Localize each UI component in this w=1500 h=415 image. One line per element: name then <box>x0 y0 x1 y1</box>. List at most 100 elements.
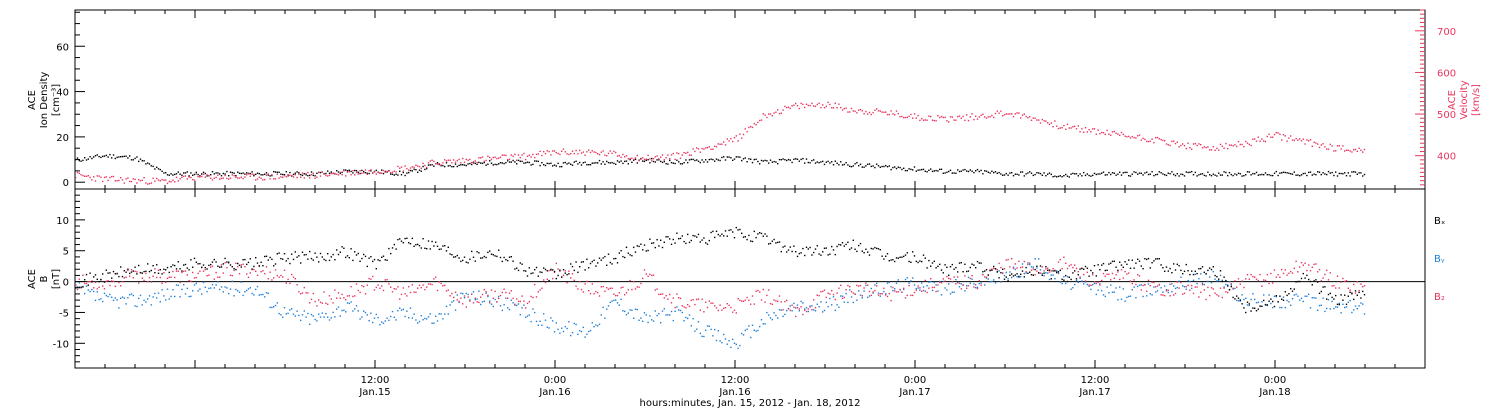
by-point <box>1063 276 1065 278</box>
velocity-point <box>354 174 356 176</box>
ion-density-point <box>514 161 516 163</box>
bz-point <box>755 290 757 292</box>
velocity-point <box>638 160 640 162</box>
bx-point <box>647 249 649 252</box>
bx-point <box>435 241 437 243</box>
ion-density-point <box>303 173 305 175</box>
ion-density-point <box>361 169 363 172</box>
bz-point <box>1268 282 1270 285</box>
by-point <box>361 316 363 318</box>
ion-density-point <box>1140 172 1142 174</box>
by-point <box>946 289 948 291</box>
velocity-point <box>1005 113 1007 115</box>
ion-density-point <box>1070 173 1072 175</box>
bx-point <box>217 265 219 267</box>
ion-density-point <box>220 175 223 177</box>
velocity-point <box>471 161 473 164</box>
ion-density-point <box>327 170 329 172</box>
bx-point <box>1043 272 1045 274</box>
ion-density-point <box>276 171 278 173</box>
velocity-point <box>611 152 613 155</box>
velocity-point <box>132 178 134 180</box>
by-point <box>1065 282 1067 285</box>
bz-point <box>822 290 824 293</box>
bz-point <box>912 294 914 297</box>
by-point <box>393 316 395 318</box>
by-point <box>1057 272 1060 275</box>
by-point <box>192 290 194 292</box>
velocity-point <box>456 159 458 162</box>
ion-density-point <box>982 173 984 175</box>
ion-density-point <box>449 164 451 167</box>
ion-density-point <box>687 161 689 164</box>
bz-point <box>757 289 759 292</box>
bz-point <box>346 295 349 297</box>
bx-point <box>643 244 646 246</box>
bz-point <box>598 295 601 297</box>
bx-point <box>760 232 763 235</box>
bx-point <box>642 249 644 251</box>
velocity-point <box>278 177 280 179</box>
ion-density-point <box>370 170 372 172</box>
ion-density-point <box>1138 172 1141 174</box>
ion-density-point <box>1266 174 1268 176</box>
ion-density-point <box>674 162 676 165</box>
bx-point <box>1023 276 1025 278</box>
ion-density-point <box>413 168 415 170</box>
bx-point <box>730 229 732 231</box>
bx-point <box>1210 268 1213 271</box>
ion-density-point <box>1259 174 1261 176</box>
bx-point <box>953 268 955 270</box>
bx-point <box>296 256 298 258</box>
bz-point <box>192 271 194 274</box>
bz-point <box>868 290 871 293</box>
bz-point <box>575 285 577 287</box>
bz-point <box>413 291 415 293</box>
bx-point <box>841 242 844 244</box>
by-point <box>231 280 233 282</box>
velocity-point <box>570 153 572 155</box>
ion-density-point <box>735 156 737 158</box>
ion-density-point <box>235 175 237 177</box>
bx-point <box>561 276 563 278</box>
bx-point <box>332 253 334 256</box>
bz-point <box>1250 274 1252 276</box>
bx-point <box>343 247 345 249</box>
bx-point <box>1263 299 1265 302</box>
bz-point <box>1317 271 1319 273</box>
bz-point <box>591 283 593 285</box>
by-point <box>328 319 331 321</box>
velocity-point <box>334 172 336 175</box>
bz-point <box>1083 273 1085 276</box>
velocity-point <box>651 160 653 162</box>
bx-point <box>127 268 129 270</box>
bz-point <box>1311 266 1313 268</box>
bz-point <box>1072 266 1074 269</box>
velocity-point <box>123 182 125 184</box>
bz-point <box>1322 277 1324 279</box>
bz-point <box>136 271 138 273</box>
by-point <box>1088 285 1090 287</box>
by-point <box>737 347 739 350</box>
bx-point <box>946 266 948 268</box>
by-point <box>714 328 716 331</box>
velocity-point <box>210 177 212 179</box>
bz-point <box>570 277 572 279</box>
ion-density-point <box>172 174 174 176</box>
ion-density-point <box>845 162 847 164</box>
velocity-point <box>406 167 408 170</box>
velocity-point <box>994 112 997 115</box>
by-point <box>778 309 781 311</box>
bz-point <box>163 272 165 274</box>
bz-point <box>1115 274 1117 276</box>
bx-point <box>994 268 997 270</box>
ion-density-point <box>363 170 365 173</box>
bx-point <box>530 272 532 275</box>
ion-density-point <box>202 171 205 173</box>
velocity-point <box>795 102 797 105</box>
by-point <box>355 305 358 307</box>
by-point <box>973 283 975 285</box>
by-point <box>1169 283 1171 285</box>
by-point <box>292 313 295 315</box>
velocity-point <box>1045 120 1047 122</box>
